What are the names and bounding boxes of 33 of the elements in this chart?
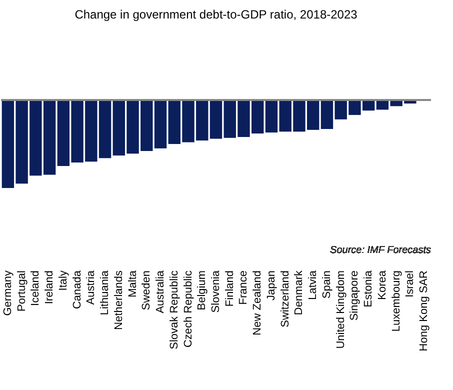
source-note: Source: IMF Forecasts xyxy=(330,245,431,256)
x-tick-label: Lithuania xyxy=(99,270,112,316)
x-tick-label: Germany xyxy=(2,270,14,316)
x-tick-label: Malta xyxy=(126,270,139,298)
x-tick-label: Spain xyxy=(320,270,333,299)
x-tick-label: Sweden xyxy=(140,270,153,310)
x-tick-label: Italy xyxy=(57,270,70,291)
x-tick-label: Australia xyxy=(154,270,167,314)
x-tick-label: Belgium xyxy=(196,270,208,310)
x-tick-label: Estonia xyxy=(362,270,375,308)
x-tick-label: Switzerland xyxy=(279,270,292,328)
x-tick-label: Slovenia xyxy=(210,270,222,313)
x-tick-label: Denmark xyxy=(293,270,306,316)
x-tick-label: Luxembourg xyxy=(390,270,402,332)
x-tick-label: Austria xyxy=(85,270,98,305)
x-tick-label: New Zealand xyxy=(252,270,264,336)
x-tick-label: Canada xyxy=(71,270,84,310)
x-tick-label: Netherlands xyxy=(112,270,125,330)
x-tick-label: France xyxy=(238,270,250,305)
x-tick-label: Japan xyxy=(265,270,278,300)
x-tick-label: Slovak Republic xyxy=(168,270,180,350)
x-tick-label: Finland xyxy=(224,270,236,307)
x-tick-label: Israel xyxy=(404,270,416,298)
x-tick-label: Korea xyxy=(376,270,388,300)
x-tick-label: Czech Republic xyxy=(182,270,194,348)
x-tick-label: Portugal xyxy=(16,270,28,312)
chart-title: Change in government debt-to-GDP ratio, 2018-2023 xyxy=(74,7,358,22)
x-tick-label: Singapore xyxy=(348,270,361,321)
x-tick-label: Latvia xyxy=(307,270,320,300)
x-tick-label: United Kingdom xyxy=(334,270,347,349)
x-tick-label: Hong Kong SAR xyxy=(418,270,430,352)
x-tick-label: Ireland xyxy=(44,270,56,304)
x-tick-label: Iceland xyxy=(30,270,42,306)
